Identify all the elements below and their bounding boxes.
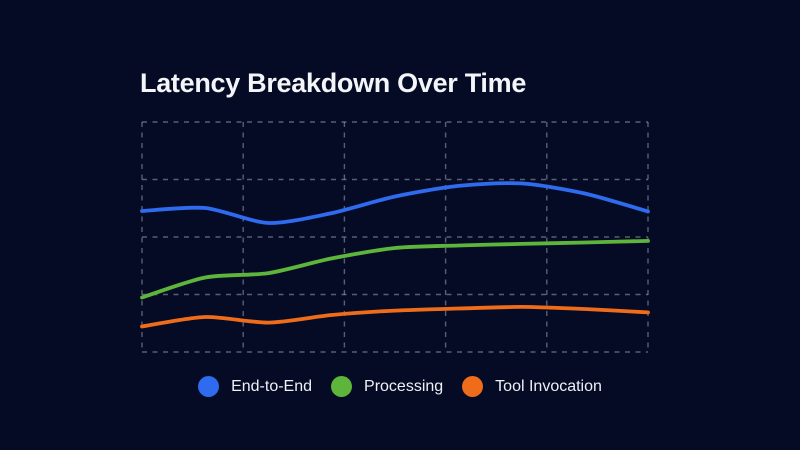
end-to-end-series-dot-icon	[198, 376, 220, 397]
legend-label: Tool Invocation	[495, 377, 602, 395]
legend-item-end-to-end: End-to-End	[198, 376, 312, 397]
tool-invocation-series-dot-icon	[462, 376, 484, 397]
series-line-processing	[140, 239, 650, 300]
chart-title: Latency Breakdown Over Time	[140, 68, 527, 98]
series-line-tool-invocation	[140, 305, 650, 329]
legend-item-processing: Processing	[331, 376, 443, 397]
series-line-end-to-end	[140, 181, 650, 225]
processing-series-dot-icon	[331, 376, 353, 397]
chart-legend: End-to-End Processing Tool Invocation	[0, 376, 800, 397]
legend-label: Processing	[364, 377, 444, 395]
legend-item-tool-invocation: Tool Invocation	[462, 376, 602, 397]
legend-label: End-to-End	[231, 377, 313, 395]
